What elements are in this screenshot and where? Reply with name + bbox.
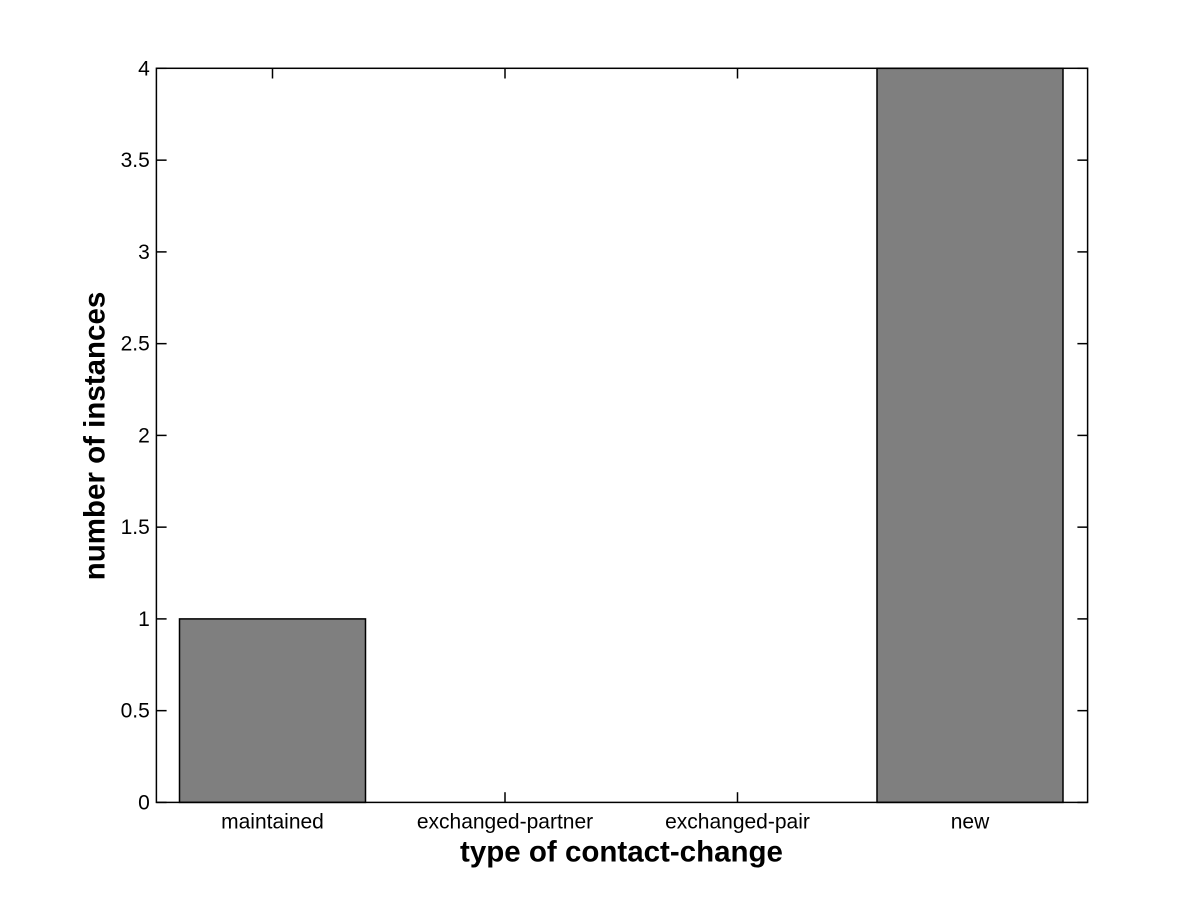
svg-text:3.5: 3.5 (121, 149, 150, 172)
svg-text:1.5: 1.5 (121, 516, 150, 539)
svg-text:0: 0 (138, 791, 150, 814)
svg-text:exchanged-partner: exchanged-partner (417, 811, 593, 834)
svg-text:number of instances: number of instances (79, 292, 112, 581)
svg-text:1: 1 (138, 608, 150, 631)
svg-text:4: 4 (138, 57, 150, 80)
svg-text:0.5: 0.5 (121, 700, 150, 723)
svg-text:2.5: 2.5 (121, 333, 150, 356)
svg-text:2: 2 (138, 424, 150, 447)
svg-text:type of contact-change: type of contact-change (460, 836, 783, 869)
svg-text:new: new (951, 811, 990, 834)
svg-text:3: 3 (138, 241, 150, 264)
svg-text:maintained: maintained (221, 811, 324, 834)
svg-text:exchanged-pair: exchanged-pair (665, 811, 810, 834)
